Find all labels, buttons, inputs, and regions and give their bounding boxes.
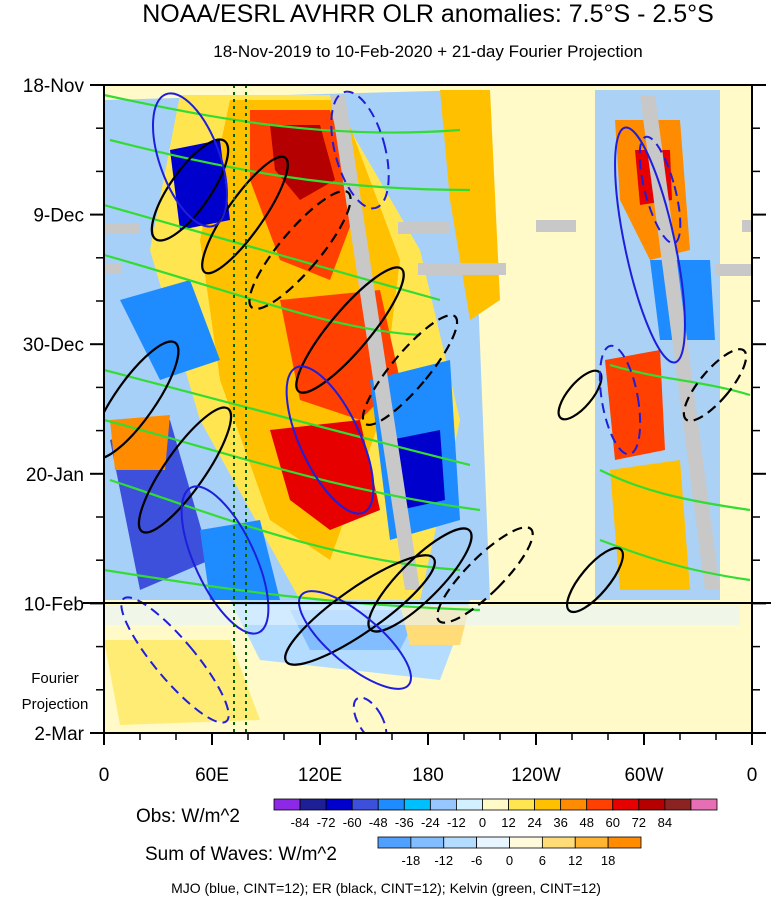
- x-tick-label: 0: [99, 765, 110, 786]
- waves-colorbar-box: [541, 836, 576, 849]
- obs-legend-label: Obs: W/m^2: [136, 806, 240, 827]
- hovmoller-plot: [104, 85, 752, 733]
- x-tick-label: 60E: [195, 765, 229, 786]
- missing-data: [104, 95, 752, 590]
- y-tick-label: 2-Mar: [34, 724, 84, 745]
- x-tick-label: 180: [412, 765, 444, 786]
- chart-subtitle: 18-Nov-2019 to 10-Feb-2020 + 21-day Four…: [213, 42, 643, 61]
- y-tick-label: 9-Dec: [33, 206, 84, 227]
- obs-colorbar-box: [482, 798, 509, 811]
- waves-level-label: -18: [401, 853, 420, 868]
- obs-colorbar-box: [534, 798, 562, 811]
- obs-level-label: -60: [343, 815, 362, 830]
- obs-level-label: 36: [553, 815, 567, 830]
- y-tick-label: 18-Nov: [23, 76, 85, 97]
- waves-level-label: 12: [568, 853, 582, 868]
- obs-colorbar-box: [560, 798, 588, 811]
- x-axis: 0 60E 120E 180 120W 60W 0: [99, 733, 758, 786]
- waves-colorbar-box: [377, 836, 412, 849]
- obs-level-label: -12: [447, 815, 466, 830]
- obs-colorbar-box: [403, 798, 431, 811]
- waves-level-label: 6: [539, 853, 546, 868]
- waves-legend-label: Sum of Waves: W/m^2: [145, 844, 337, 865]
- waves-level-label: -12: [434, 853, 453, 868]
- waves-colorbar-box: [607, 836, 642, 849]
- waves-level-label: -6: [471, 853, 483, 868]
- waves-colorbar-box: [443, 836, 478, 849]
- obs-level-label: -36: [395, 815, 414, 830]
- mjo-contours: [120, 90, 686, 733]
- obs-colorbar-box: [690, 798, 718, 811]
- obs-level-label: 24: [527, 815, 541, 830]
- obs-level-label: -72: [317, 815, 336, 830]
- obs-colorbar-box: [638, 798, 666, 811]
- projection-label-2: Projection: [22, 696, 89, 713]
- obs-level-label: 84: [658, 815, 672, 830]
- obs-level-label: 12: [501, 815, 515, 830]
- waves-colorbar: -18 -12 -6 0 6 12 18: [377, 836, 642, 868]
- x-tick-label: 60W: [624, 765, 663, 786]
- kelvin-contours: [104, 93, 751, 612]
- obs-colorbar-box: [612, 798, 640, 811]
- x-tick-label: 0: [747, 765, 758, 786]
- waves-colorbar-box: [509, 836, 543, 849]
- y-tick-label: 20-Jan: [26, 465, 84, 486]
- obs-colorbar-box: [273, 798, 301, 811]
- obs-level-label: -48: [369, 815, 388, 830]
- obs-colorbar-box: [664, 798, 692, 811]
- y-axis: 18-Nov 9-Dec 30-Dec 20-Jan 10-Feb 2-Mar: [23, 76, 766, 745]
- footer-note: MJO (blue, CINT=12); ER (black, CINT=12)…: [171, 880, 601, 896]
- obs-colorbar-box: [508, 798, 535, 811]
- x-tick-label: 120W: [511, 765, 561, 786]
- obs-level-label: 0: [479, 815, 486, 830]
- waves-colorbar-box: [410, 836, 445, 849]
- waves-level-label: 0: [506, 853, 513, 868]
- chart-title: NOAA/ESRL AVHRR OLR anomalies: 7.5°S - 2…: [142, 0, 714, 28]
- obs-level-label: 72: [632, 815, 646, 830]
- obs-colorbar-box: [325, 798, 353, 811]
- obs-colorbar-box: [586, 798, 614, 811]
- obs-level-label: -84: [291, 815, 310, 830]
- obs-level-label: 60: [606, 815, 620, 830]
- projection-label-1: Fourier: [31, 670, 79, 687]
- obs-colorbar-box: [377, 798, 405, 811]
- waves-level-label: 18: [601, 853, 615, 868]
- y-tick-label: 30-Dec: [23, 335, 84, 356]
- obs-colorbar-box: [429, 798, 457, 811]
- waves-colorbar-box: [476, 836, 510, 849]
- obs-colorbar: -84 -72 -60 -48 -36 -24 -12 0 12 24 36 48 60 72 84: [273, 798, 718, 830]
- waves-colorbar-box: [574, 836, 609, 849]
- y-tick-label: 10-Feb: [24, 594, 84, 615]
- er-contours: [104, 138, 748, 666]
- obs-colorbar-box: [456, 798, 483, 811]
- obs-colorbar-box: [299, 798, 327, 811]
- obs-level-label: -24: [421, 815, 440, 830]
- obs-colorbar-box: [351, 798, 379, 811]
- obs-level-label: 48: [579, 815, 593, 830]
- x-tick-label: 120E: [298, 765, 342, 786]
